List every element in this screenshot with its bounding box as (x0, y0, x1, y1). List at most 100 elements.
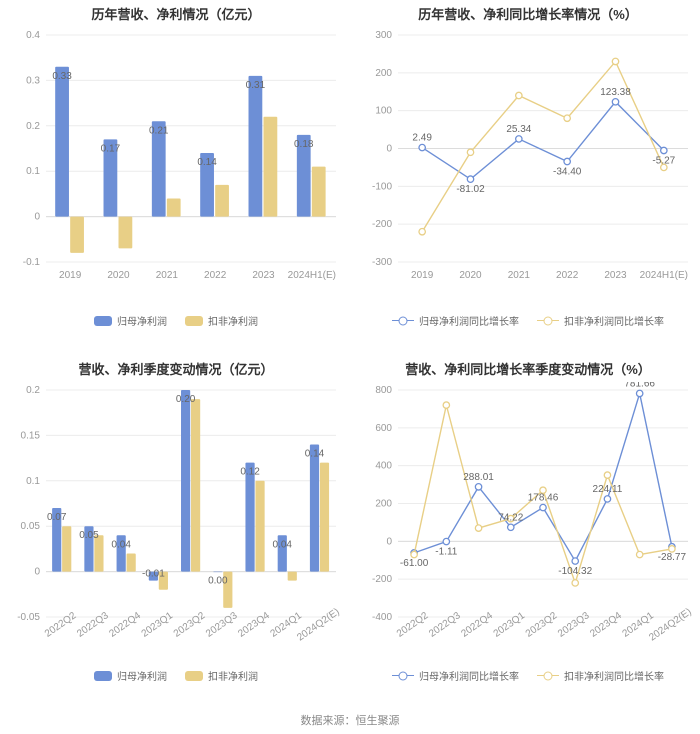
svg-text:0: 0 (386, 144, 392, 155)
svg-text:2022Q3: 2022Q3 (75, 610, 111, 640)
svg-text:2023: 2023 (604, 270, 627, 281)
legend-br: 归母净利润同比增长率 扣非净利润同比增长率 (358, 668, 698, 683)
svg-text:288.01: 288.01 (463, 472, 494, 483)
chart-tr: -300-200-1000100200300201920202021202220… (358, 27, 698, 307)
svg-text:-104.32: -104.32 (558, 566, 592, 577)
svg-text:2022: 2022 (204, 270, 227, 281)
chart-title: 历年营收、净利情况（亿元） (6, 4, 346, 23)
svg-text:25.34: 25.34 (506, 124, 531, 135)
legend-label: 扣非净利润 (208, 313, 258, 328)
svg-text:300: 300 (375, 30, 392, 41)
panel-top-right: 历年营收、净利同比增长率情况（%） -300-200-1000100200300… (352, 0, 700, 355)
legend-label: 扣非净利润同比增长率 (564, 668, 664, 683)
svg-text:178.46: 178.46 (528, 493, 559, 504)
svg-text:800: 800 (375, 385, 392, 396)
svg-text:-0.1: -0.1 (23, 257, 41, 268)
svg-text:0.14: 0.14 (305, 448, 325, 459)
legend-swatch (537, 675, 559, 676)
svg-text:0: 0 (34, 567, 40, 578)
chart-title: 营收、净利季度变动情况（亿元） (6, 359, 346, 378)
svg-text:0: 0 (386, 536, 392, 547)
svg-text:2020: 2020 (107, 270, 130, 281)
svg-text:2022Q2: 2022Q2 (395, 610, 431, 640)
svg-text:2022Q3: 2022Q3 (427, 610, 463, 640)
svg-text:2023Q4: 2023Q4 (588, 610, 624, 640)
legend-item: 扣非净利润同比增长率 (537, 313, 664, 328)
svg-text:2022Q4: 2022Q4 (459, 610, 495, 640)
svg-text:0.4: 0.4 (26, 30, 40, 41)
legend-swatch (94, 316, 112, 326)
svg-text:2020: 2020 (459, 270, 482, 281)
panel-bottom-right: 营收、净利同比增长率季度变动情况（%） -400-200020040060080… (352, 355, 700, 710)
svg-text:-28.77: -28.77 (658, 552, 687, 563)
svg-text:200: 200 (375, 499, 392, 510)
panel-bottom-left: 营收、净利季度变动情况（亿元） -0.0500.050.10.150.22022… (0, 355, 352, 710)
svg-text:2023Q1: 2023Q1 (140, 610, 176, 640)
svg-text:-34.40: -34.40 (553, 167, 582, 178)
svg-text:-200: -200 (372, 574, 392, 585)
svg-text:0.12: 0.12 (240, 467, 260, 478)
chart-tl: -0.100.10.20.30.420192020202120222023202… (6, 27, 346, 307)
svg-text:-400: -400 (372, 612, 392, 623)
svg-text:2021: 2021 (156, 270, 179, 281)
svg-text:2024Q2(E): 2024Q2(E) (647, 606, 693, 643)
svg-text:0.1: 0.1 (26, 476, 40, 487)
legend-label: 归母净利润同比增长率 (419, 668, 519, 683)
svg-text:2024Q2(E): 2024Q2(E) (295, 606, 341, 643)
legend-label: 扣非净利润 (208, 668, 258, 683)
svg-text:600: 600 (375, 423, 392, 434)
svg-text:-1.11: -1.11 (435, 547, 457, 558)
legend-item: 归母净利润 (94, 668, 167, 683)
svg-text:2022Q2: 2022Q2 (43, 610, 79, 640)
chart-grid: 历年营收、净利情况（亿元） -0.1 0 0.1 0.2 0.3 0.4 2019 2020 2… (0, 0, 700, 710)
legend-item: 扣非净利润同比增长率 (537, 668, 664, 683)
svg-text:2019: 2019 (411, 270, 434, 281)
svg-text:0.1: 0.1 (26, 166, 40, 177)
svg-text:100: 100 (375, 106, 392, 117)
svg-text:2023Q2: 2023Q2 (172, 610, 208, 640)
legend-item: 扣非净利润 (185, 313, 258, 328)
svg-text:2022Q4: 2022Q4 (107, 610, 143, 640)
legend-item: 归母净利润 (94, 313, 167, 328)
chart-bl: -0.0500.050.10.150.22022Q22022Q32022Q420… (6, 382, 346, 662)
legend-swatch (537, 320, 559, 321)
legend-tr: 归母净利润同比增长率扣非净利润同比增长率 (358, 313, 698, 328)
svg-text:0.20: 0.20 (176, 394, 196, 405)
svg-text:74.22: 74.22 (498, 512, 523, 523)
svg-text:-5.27: -5.27 (652, 155, 675, 166)
svg-text:2023Q3: 2023Q3 (204, 610, 240, 640)
legend-swatch (94, 671, 112, 681)
svg-text:123.38: 123.38 (600, 87, 631, 98)
svg-text:0: 0 (34, 212, 40, 223)
svg-text:0.14: 0.14 (197, 157, 217, 168)
chart-br: -400-20002004006008002022Q22022Q32022Q42… (358, 382, 698, 662)
chart-title: 历年营收、净利同比增长率情况（%） (358, 4, 698, 23)
svg-text:0.18: 0.18 (294, 139, 314, 150)
svg-text:-200: -200 (372, 219, 392, 230)
svg-text:0.17: 0.17 (101, 143, 121, 154)
svg-text:0.05: 0.05 (21, 521, 41, 532)
svg-text:0.15: 0.15 (21, 430, 41, 441)
legend-item: 归母净利润同比增长率 (392, 668, 519, 683)
legend-item: 扣非净利润 (185, 668, 258, 683)
svg-text:0.04: 0.04 (273, 539, 293, 550)
legend-label: 扣非净利润同比增长率 (564, 313, 664, 328)
svg-text:0.3: 0.3 (26, 75, 40, 86)
svg-text:0.2: 0.2 (26, 121, 40, 132)
legend-tl: 归母净利润 扣非净利润 (6, 313, 346, 328)
svg-text:2023Q4: 2023Q4 (236, 610, 272, 640)
svg-text:224.11: 224.11 (593, 484, 623, 495)
svg-text:-100: -100 (372, 181, 392, 192)
svg-text:2024H1(E): 2024H1(E) (640, 270, 688, 281)
svg-text:2022: 2022 (556, 270, 579, 281)
svg-text:0.04: 0.04 (111, 539, 131, 550)
svg-text:2019: 2019 (59, 270, 82, 281)
svg-text:0.05: 0.05 (79, 530, 99, 541)
legend-swatch (392, 320, 414, 321)
svg-text:2021: 2021 (508, 270, 531, 281)
svg-text:0.21: 0.21 (149, 125, 169, 136)
svg-text:0.00: 0.00 (208, 576, 228, 587)
svg-text:0.2: 0.2 (26, 385, 40, 396)
data-source: 数据来源：恒生聚源 (0, 712, 700, 728)
legend-label: 归母净利润 (117, 313, 167, 328)
